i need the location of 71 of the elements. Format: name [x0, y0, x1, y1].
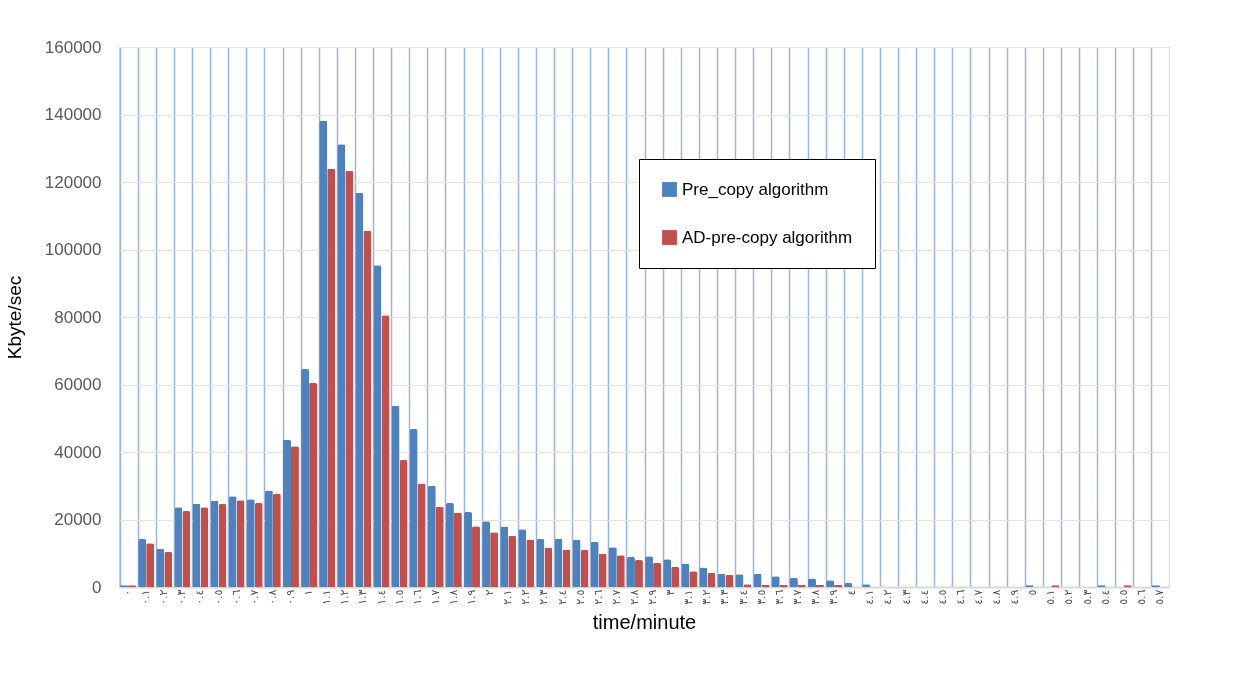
x-tick-label: ٣: [664, 589, 678, 596]
x-tick-label: ٥.٢: [1062, 589, 1076, 605]
x-tick-label: ٣.١: [682, 589, 696, 605]
x-tick-label: ٤.٦: [953, 589, 967, 605]
x-tick-label: ١.٩: [465, 589, 479, 605]
y-tick-label: 40000: [54, 442, 102, 462]
y-tick-label: 60000: [54, 375, 102, 394]
x-tick-label: ٣.٦: [772, 589, 786, 605]
x-tick-label: ٠.٨: [265, 589, 279, 605]
x-tick-label: ٢.٩: [646, 589, 660, 605]
x-tick-label: ١.٧: [428, 589, 442, 605]
x-tick-label: ٤.٣: [899, 589, 913, 605]
x-tick-label: ٢.١: [501, 589, 515, 605]
y-tick-label: 120000: [44, 172, 102, 192]
x-tick-label: ٠: [121, 589, 135, 596]
x-tick-label: ٤.٩: [1008, 589, 1022, 605]
x-tick-label: ٣.٣: [718, 589, 732, 605]
x-tick-label: ٤: [845, 589, 859, 596]
x-tick-label: ٣.٨: [808, 589, 822, 605]
legend-label: AD-pre-copy algorithm: [682, 227, 853, 247]
x-tick-label: ٠.٣: [175, 589, 189, 605]
y-tick-label: 160000: [44, 37, 102, 57]
x-tick-label: ٥.١: [1044, 589, 1058, 605]
x-tick-label: ٠.٦: [229, 589, 243, 605]
x-tick-label: ٠.١: [139, 589, 153, 605]
x-tick-label: ٠.٥: [211, 589, 225, 605]
x-tick-label: ٥.٦: [1134, 589, 1148, 605]
x-tick-label: ٤.٤: [917, 589, 931, 605]
x-tick-label: ٤.٢: [881, 589, 895, 605]
y-tick-label: 0: [92, 577, 102, 597]
x-tick-label: ٢.٢: [519, 589, 533, 605]
x-tick-label: ١.٥: [392, 589, 406, 605]
x-tick-label: ٢.٦: [591, 589, 605, 605]
x-tick-label: ٤.٥: [935, 589, 949, 605]
x-tick-label: ٥.٥: [1116, 589, 1130, 605]
x-tick-label: ١: [302, 589, 316, 596]
y-tick-label: 20000: [54, 510, 102, 529]
x-tick-label: ٠.٤: [193, 589, 207, 605]
x-tick-label: ٥.٣: [1080, 589, 1094, 605]
x-tick-label: ٠.٩: [283, 589, 297, 605]
x-tick-label: ٥.٧: [1152, 589, 1166, 605]
x-tick-label: ٥.٤: [1098, 589, 1112, 605]
x-tick-label: ٥: [1026, 589, 1040, 596]
x-tick-label: ١.٤: [374, 589, 388, 605]
y-axis-title: Kbyte/sec: [3, 275, 25, 360]
x-tick-label: ٢.٧: [609, 589, 623, 605]
x-tick-label: ٢.٥: [573, 589, 587, 605]
x-tick-label: ٤.٨: [990, 589, 1004, 605]
x-tick-label: ٣.٥: [754, 589, 768, 605]
x-tick-label: ٢.٤: [555, 589, 569, 605]
x-tick-label: ٠.٢: [157, 589, 171, 605]
x-tick-label: ٢.٨: [627, 589, 641, 605]
x-tick-label: ٤.١: [863, 589, 877, 605]
x-tick-label: ٣.٧: [790, 589, 804, 605]
y-tick-label: 100000: [44, 240, 102, 259]
legend-label: Pre_copy algorithm: [682, 179, 829, 199]
x-tick-label: ٤.٧: [971, 589, 985, 605]
x-tick-label: ٢: [483, 589, 497, 596]
x-tick-label: ٣.٤: [736, 589, 750, 605]
x-tick-label: ٣.٩: [827, 589, 841, 605]
x-tick-label: ١.٣: [356, 589, 370, 605]
x-tick-label: ٠.٧: [247, 589, 261, 605]
x-tick-label: ١.١: [320, 589, 334, 605]
x-tick-label: ١.٢: [338, 589, 352, 605]
x-tick-label: ٣.٢: [700, 589, 714, 605]
x-axis-title: time/minute: [592, 610, 697, 633]
x-tick-label: ١.٦: [410, 589, 424, 605]
x-tick-label: ١.٨: [446, 589, 460, 605]
x-tick-label: ٢.٣: [537, 589, 551, 605]
y-tick-label: 80000: [54, 307, 102, 327]
y-tick-label: 140000: [44, 105, 102, 124]
